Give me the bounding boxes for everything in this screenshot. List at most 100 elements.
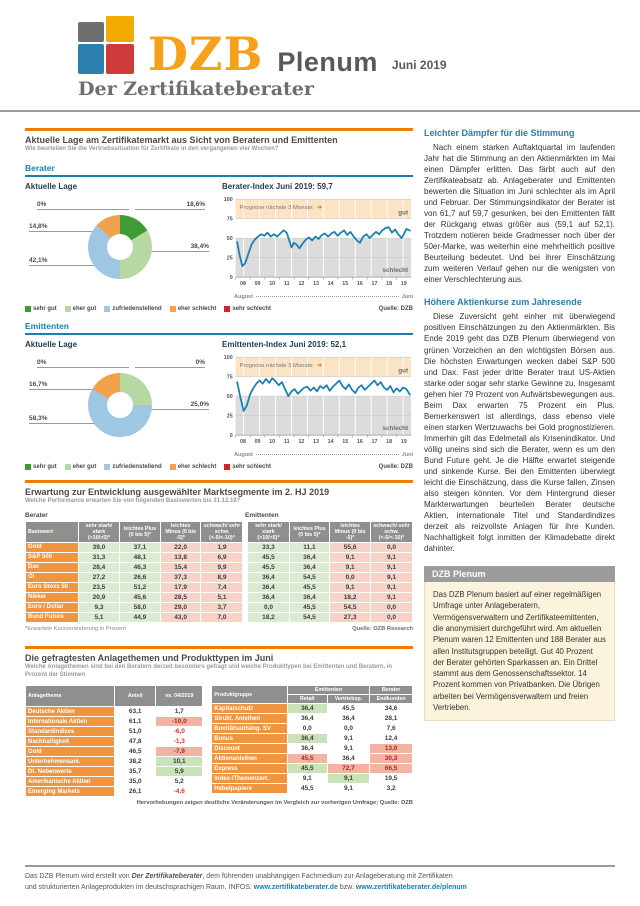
value-cell: 27,2 <box>78 572 120 582</box>
table-row: Index-/Themenzert. 9,1 9,1 19,5 <box>212 774 412 784</box>
row-label: Discount <box>212 744 287 754</box>
svg-text:100: 100 <box>224 355 233 361</box>
table-row: Aktienanleihen 45,5 36,4 30,3 <box>212 754 412 764</box>
svg-text:gut: gut <box>398 368 409 375</box>
value-cell: 36,4 <box>248 572 289 582</box>
segments-footnote-row: *Erwartete Kursveränderung in Prozent Qu… <box>25 626 413 632</box>
donut-label-eher-schlecht: 14,8% <box>29 223 95 232</box>
value-cell: 54,5 <box>289 612 330 622</box>
value-cell: 36,4 <box>287 704 327 714</box>
value-cell: 45,5 <box>287 754 327 764</box>
article-body-1: Nach einem starken Auftaktquartal im lau… <box>424 143 615 285</box>
gap-cell <box>243 593 247 602</box>
berater-index-chart: 100 75 50 25 0 Prognose nächste 3 Monate: ➔ gut… <box>224 197 412 287</box>
delta-cell: 1,7 <box>156 707 203 717</box>
table-row: Euro / Dollar 9,3 58,0 29,0 3,7 0,0 45,5 54,5 0,… <box>26 602 412 612</box>
legend-swatch <box>224 463 231 470</box>
emittenten-index-title: Emittenten-Index Juni 2019: 52,1 <box>222 339 347 349</box>
value-cell: 17,9 <box>160 582 201 592</box>
value-cell: 36,4 <box>287 714 327 724</box>
donut-hole <box>107 391 133 418</box>
source-label: Quelle: DZB <box>378 463 413 470</box>
table-row: Gold 39,0 37,1 22,0 1,9 33,3 11,1 55,6 0,0 <box>26 542 412 552</box>
legend-item: eher schlecht <box>169 305 216 312</box>
donut-label-zufriedenstellend: 42,1% <box>29 257 101 266</box>
article-heading-1: Leichter Dämpfer für die Stimmung <box>424 128 575 138</box>
table-subheader-row: Retail Vertriebsp. Endkunden <box>212 695 412 704</box>
table-row: Bonitätsabhäng. SV 0,0 0,0 7,6 <box>212 724 412 734</box>
legend-label: sehr gut <box>33 463 57 470</box>
legend-label: sehr schlecht <box>232 305 272 312</box>
svg-text:18: 18 <box>386 281 392 287</box>
footer-text: , dem führenden unabhängigen Fachmedium … <box>202 873 453 881</box>
value-cell: 46,5 <box>115 747 156 757</box>
gap-cell <box>243 603 247 612</box>
footer-link-1[interactable]: www.zertifikateberater.de <box>253 884 338 892</box>
svg-text:13: 13 <box>313 281 319 287</box>
legend-item: eher gut <box>64 305 97 312</box>
delta-cell: 5,9 <box>156 767 203 777</box>
table-row: Öl 27,2 26,6 37,3 8,9 36,4 54,5 0,0 9,1 <box>26 572 412 582</box>
legend-label: eher schlecht <box>177 463 217 470</box>
value-cell: 37,3 <box>160 572 201 582</box>
value-cell: 1,9 <box>201 542 243 552</box>
col-header: leichtes Minus (0 bis -5)* <box>160 521 201 542</box>
segments-title: Erwartung zur Entwicklung ausgewählter M… <box>25 486 330 497</box>
gap-cell <box>243 613 247 622</box>
svg-text:gut: gut <box>398 210 409 217</box>
table-row: Nachhaltigkeit 47,8 -1,3 <box>26 737 203 747</box>
table-row: Express 45,5 72,7 66,5 <box>212 764 412 774</box>
value-cell: 13,0 <box>370 744 412 754</box>
legend-label: eher gut <box>72 305 97 312</box>
value-cell: 12,4 <box>370 734 412 744</box>
donut-pie <box>88 372 152 437</box>
segments-table-el: Basiswert sehr stark/ stark (>10/>5)* leic… <box>25 521 413 623</box>
svg-text:14: 14 <box>328 281 334 287</box>
svg-text:Prognose nächste 3 Monate:➔: Prognose nächste 3 Monate: ➔ <box>240 363 322 369</box>
puzzle-piece-blue <box>78 44 104 74</box>
gap-cell <box>243 583 247 592</box>
logo-abbr: DZB <box>148 26 264 81</box>
table-header-row: Anlagethema Anteil vs. 04/2019 <box>26 686 203 707</box>
svg-text:75: 75 <box>227 374 233 380</box>
value-cell: 9,1 <box>370 592 412 602</box>
value-cell: 48,1 <box>120 552 160 562</box>
group-header: Emittenten <box>287 686 370 695</box>
value-cell: 7,0 <box>201 612 243 622</box>
footer: Das DZB Plenum wird erstellt von Der Zer… <box>25 865 615 894</box>
value-cell: 11,1 <box>289 542 330 552</box>
value-cell: 36,4 <box>327 714 370 724</box>
row-label: Bonitätsabhäng. SV <box>212 724 287 734</box>
legend-item: sehr schlecht <box>224 463 271 470</box>
puzzle-piece-gray <box>78 22 104 42</box>
svg-text:09: 09 <box>255 439 261 445</box>
svg-text:16: 16 <box>357 281 363 287</box>
footer-link-2[interactable]: www.zertifikateberater.de/plenum <box>355 884 467 892</box>
table-row: Amerikanische Aktien 35,0 5,2 <box>26 777 203 787</box>
themes-table-el: Anlagethema Anteil vs. 04/2019 Deutsche Akt… <box>25 685 203 797</box>
header-divider <box>0 110 640 112</box>
col-header: Basiswert <box>26 521 78 542</box>
value-cell: 36,4 <box>289 552 330 562</box>
source-label: Quelle: DZB <box>378 305 413 312</box>
group-header: Berater <box>370 686 412 695</box>
legend-swatch <box>224 305 231 312</box>
value-cell: 72,7 <box>327 764 370 774</box>
row-label: Gold <box>26 747 115 757</box>
col-header: schwach/ sehr schw. (<-5/<-10)* <box>201 521 243 542</box>
value-cell: 9,1 <box>370 562 412 572</box>
value-cell: 34,6 <box>370 704 412 714</box>
delta-cell: -10,0 <box>156 717 203 727</box>
row-label: Hebelpapiere <box>212 784 287 794</box>
segments-subtitle: Welche Performance erwarten Sie von folg… <box>25 498 241 505</box>
table-row: Kapitalschutz 36,4 45,5 34,6 <box>212 704 412 714</box>
table-row: Nikkei 20,9 45,6 28,5 5,1 36,4 36,4 18,2 9,1 <box>26 592 412 602</box>
gap-cell <box>243 522 247 542</box>
emittenten-donut-title: Aktuelle Lage <box>25 339 78 349</box>
header: DZB Plenum Juni 2019 Der Zertifikatebera… <box>0 0 640 100</box>
svg-text:schlecht: schlecht <box>382 425 409 432</box>
infobox-title: DZB Plenum <box>424 566 615 583</box>
infobox-body: Das DZB Plenum basiert auf einer regelmä… <box>424 582 615 722</box>
value-cell: 45,5 <box>287 764 327 774</box>
sub-header: Endkunden <box>370 695 412 704</box>
